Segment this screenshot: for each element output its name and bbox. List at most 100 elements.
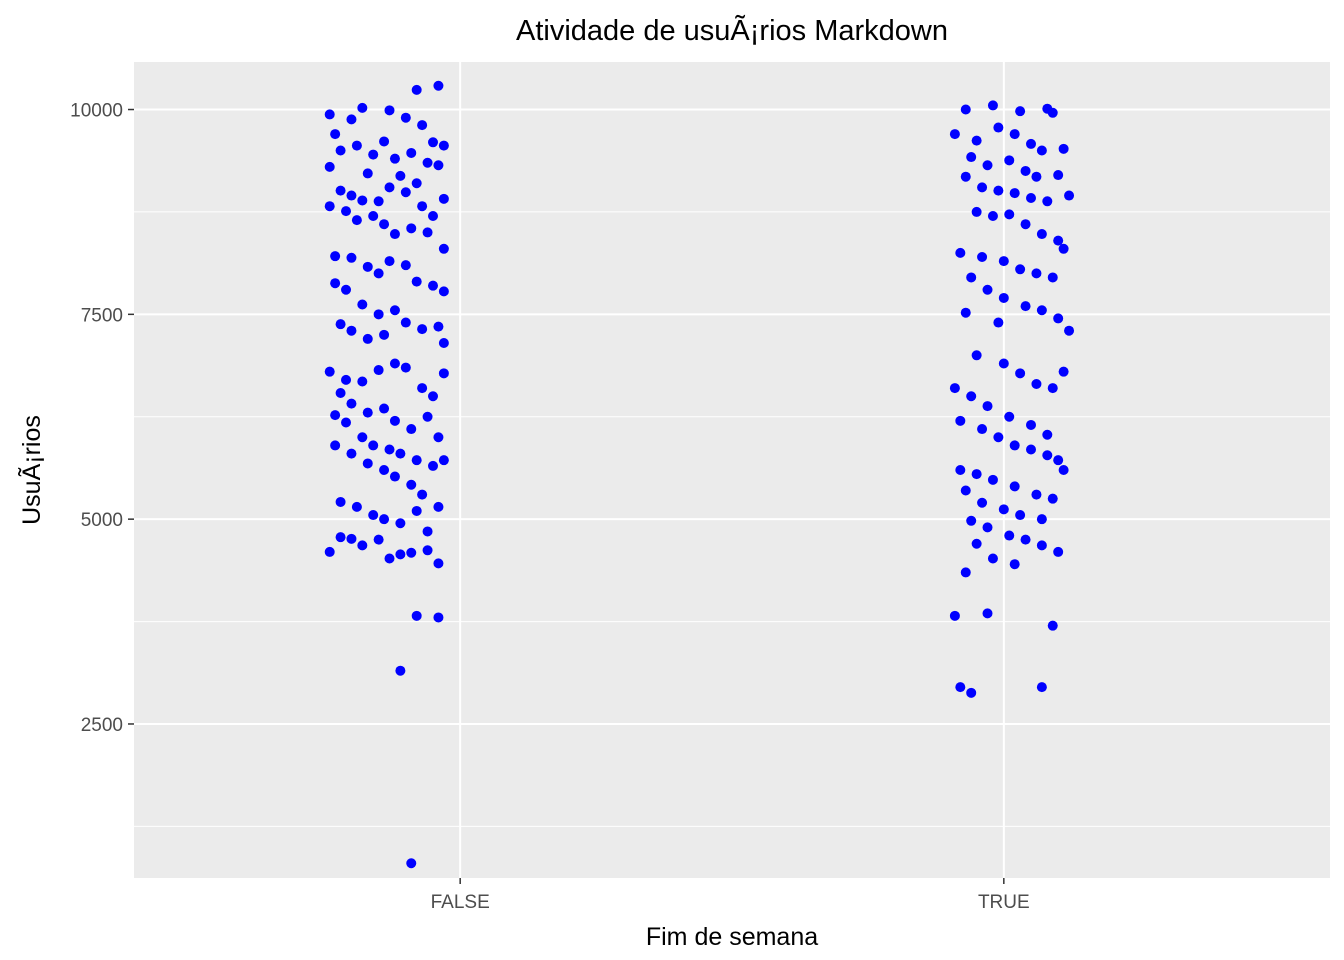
data-point — [1031, 378, 1042, 389]
data-point — [324, 546, 335, 557]
data-point — [1042, 450, 1053, 461]
data-point — [982, 401, 993, 412]
data-point — [346, 114, 357, 125]
data-point — [389, 415, 400, 426]
data-point — [389, 305, 400, 316]
data-point — [1036, 540, 1047, 551]
y-tick-label: 10000 — [70, 101, 123, 122]
data-point — [406, 547, 417, 558]
plot-panel — [134, 62, 1330, 878]
data-point — [417, 201, 428, 212]
data-point — [362, 458, 373, 469]
data-point — [438, 286, 449, 297]
data-point — [1031, 268, 1042, 279]
data-point — [357, 540, 368, 551]
data-point — [1064, 190, 1075, 201]
data-point — [1053, 235, 1064, 246]
data-point — [362, 333, 373, 344]
x-axis-ticks: FALSE TRUE — [431, 878, 1030, 913]
data-point — [422, 526, 433, 537]
data-point — [406, 858, 417, 869]
data-point — [1004, 411, 1015, 422]
data-point — [1009, 559, 1020, 570]
data-point — [335, 319, 346, 330]
series-true — [949, 100, 1075, 698]
data-point — [395, 665, 406, 676]
data-point — [384, 256, 395, 267]
data-point — [998, 256, 1009, 267]
data-point — [998, 358, 1009, 369]
data-point — [1047, 383, 1058, 394]
data-point — [987, 553, 998, 564]
data-point — [960, 104, 971, 115]
x-axis-title: Fim de semana — [646, 923, 818, 951]
data-point — [438, 338, 449, 349]
data-point — [1020, 165, 1031, 176]
data-point — [346, 252, 357, 263]
data-point — [346, 533, 357, 544]
data-point — [433, 321, 444, 332]
data-point — [411, 505, 422, 516]
data-point — [966, 391, 977, 402]
data-point — [438, 455, 449, 466]
data-point — [351, 501, 362, 512]
data-point — [982, 284, 993, 295]
data-point — [422, 545, 433, 556]
x-tick-label: TRUE — [978, 892, 1030, 913]
data-point — [335, 145, 346, 156]
data-point — [362, 168, 373, 179]
data-point — [955, 682, 966, 693]
data-point — [417, 120, 428, 131]
data-point — [1047, 620, 1058, 631]
data-point — [335, 185, 346, 196]
data-point — [400, 317, 411, 328]
data-point — [389, 229, 400, 240]
data-point — [368, 440, 379, 451]
data-point — [1020, 534, 1031, 545]
data-point — [993, 122, 1004, 133]
data-point — [1004, 209, 1015, 220]
data-point — [335, 496, 346, 507]
data-point — [1015, 106, 1026, 117]
data-point — [384, 553, 395, 564]
data-point — [1009, 481, 1020, 492]
data-point — [1036, 514, 1047, 525]
data-point — [346, 398, 357, 409]
data-point — [324, 161, 335, 172]
data-point — [389, 153, 400, 164]
data-point — [384, 105, 395, 116]
data-point — [1058, 243, 1069, 254]
data-point — [433, 432, 444, 443]
data-point — [966, 272, 977, 283]
data-point — [955, 465, 966, 475]
data-point — [438, 243, 449, 254]
data-point — [373, 309, 384, 320]
data-point — [1053, 170, 1064, 181]
data-point — [960, 485, 971, 496]
data-point — [330, 129, 341, 140]
data-point — [411, 178, 422, 189]
data-point — [966, 515, 977, 526]
data-point — [341, 374, 352, 385]
data-point — [971, 350, 982, 361]
data-point — [1009, 129, 1020, 140]
data-point — [373, 196, 384, 207]
data-point — [1036, 682, 1047, 693]
data-point — [1036, 305, 1047, 316]
x-tick-label: FALSE — [431, 892, 490, 913]
data-point — [987, 474, 998, 485]
y-axis-ticks: 2500 5000 7500 10000 — [70, 101, 134, 736]
data-point — [395, 448, 406, 459]
data-point — [987, 211, 998, 222]
data-point — [1026, 444, 1036, 455]
data-point — [971, 469, 982, 480]
data-point — [373, 534, 384, 545]
data-point — [389, 471, 400, 482]
data-point — [966, 687, 977, 698]
data-point — [330, 251, 341, 262]
data-point — [1053, 313, 1064, 324]
data-point — [411, 610, 422, 621]
data-point — [346, 325, 357, 336]
major-gridlines — [134, 62, 1330, 878]
data-point — [1064, 325, 1075, 336]
